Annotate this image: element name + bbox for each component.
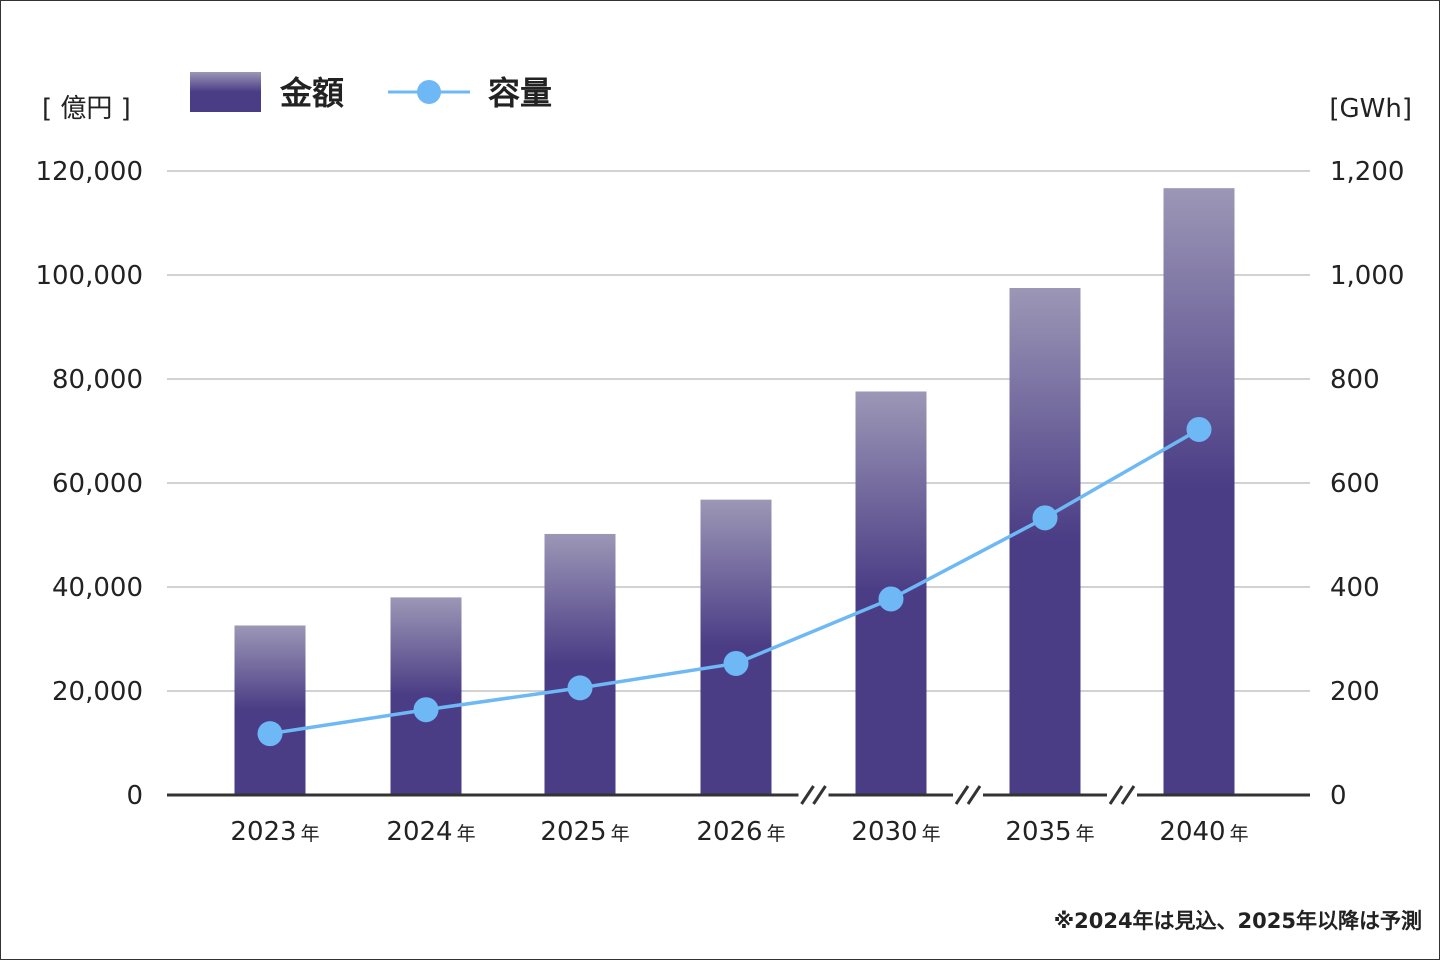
right-tick-label: 600 xyxy=(1330,469,1380,499)
legend-line-marker xyxy=(417,80,441,104)
left-tick-label: 20,000 xyxy=(52,677,143,707)
left-tick-label: 80,000 xyxy=(52,365,143,395)
x-tick-label: 2026 年 xyxy=(696,817,785,847)
legend: 金額 容量 xyxy=(190,72,552,112)
bar xyxy=(390,597,462,795)
bar xyxy=(234,625,306,795)
x-tick-label: 2040 年 xyxy=(1159,817,1248,847)
bar-series xyxy=(234,188,1235,795)
x-axis-labels: 2023 年 2024 年 2025 年 2026 年 2030 年 2035 年 2040 年 xyxy=(230,817,1248,847)
capacity-point xyxy=(878,586,904,612)
x-tick-label: 2030 年 xyxy=(851,817,940,847)
left-axis-ticks: 0 20,000 40,000 60,000 80,000 100,000 120,000 xyxy=(35,157,143,811)
legend-bar-swatch xyxy=(190,72,261,112)
right-tick-label: 1,200 xyxy=(1330,157,1404,187)
line-series xyxy=(257,416,1212,747)
right-tick-label: 0 xyxy=(1330,781,1347,811)
capacity-point xyxy=(567,675,593,701)
axis-break-mark xyxy=(954,785,970,805)
bar xyxy=(1163,188,1235,795)
bar xyxy=(544,533,616,795)
x-tick-label: 2023 年 xyxy=(230,817,319,847)
capacity-point xyxy=(723,650,749,676)
right-tick-label: 800 xyxy=(1330,365,1380,395)
right-axis-unit: [GWh] xyxy=(1329,94,1412,124)
legend-line-label: 容量 xyxy=(488,74,552,112)
capacity-point xyxy=(413,697,439,723)
x-tick-label: 2024 年 xyxy=(386,817,475,847)
left-tick-label: 0 xyxy=(126,781,143,811)
left-tick-label: 100,000 xyxy=(35,261,143,291)
axis-break-mark xyxy=(800,785,815,805)
right-tick-label: 200 xyxy=(1330,677,1380,707)
x-tick-label: 2035 年 xyxy=(1005,817,1094,847)
axis-break-mark xyxy=(966,785,982,805)
x-axis-baseline xyxy=(167,785,1310,805)
right-tick-label: 1,000 xyxy=(1330,261,1404,291)
bar xyxy=(1009,288,1081,795)
left-tick-label: 40,000 xyxy=(52,573,143,603)
legend-bar-label: 金額 xyxy=(279,74,344,112)
axis-break-mark xyxy=(1108,785,1124,805)
x-tick-label: 2025 年 xyxy=(540,817,629,847)
footnote: ※2024年は見込、2025年以降は予測 xyxy=(1054,909,1422,933)
capacity-point xyxy=(1032,505,1058,531)
left-tick-label: 60,000 xyxy=(52,469,143,499)
right-axis-ticks: 0 200 400 600 800 1,000 1,200 xyxy=(1330,157,1404,811)
axis-break-mark xyxy=(1120,785,1136,805)
capacity-point xyxy=(1186,416,1212,442)
axis-break-mark xyxy=(812,785,827,805)
capacity-point xyxy=(257,721,283,747)
left-tick-label: 120,000 xyxy=(35,157,143,187)
right-tick-label: 400 xyxy=(1330,573,1380,603)
bar xyxy=(700,499,772,795)
left-axis-unit: [ 億円 ] xyxy=(42,94,131,124)
